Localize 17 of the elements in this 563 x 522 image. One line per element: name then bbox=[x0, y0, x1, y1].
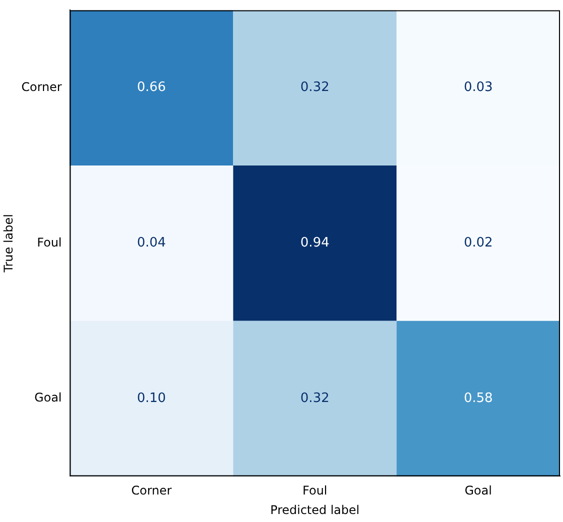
data-label: 0.94 bbox=[300, 236, 330, 251]
data-label: 0.66 bbox=[136, 80, 166, 96]
y-tick-label: Corner bbox=[21, 80, 62, 94]
y-tick-label: Foul bbox=[37, 235, 62, 250]
data-label: 0.03 bbox=[464, 80, 493, 96]
x-tick-label: Foul bbox=[302, 484, 328, 498]
data-label: 0.10 bbox=[136, 390, 166, 406]
x-tick-label: Goal bbox=[464, 484, 492, 498]
data-label: 0.32 bbox=[300, 80, 330, 96]
data-label: 0.58 bbox=[464, 390, 493, 406]
x-axis-title: Predicted label bbox=[270, 502, 360, 517]
y-axis-title: True label bbox=[1, 214, 16, 274]
x-tick-label: Corner bbox=[131, 484, 172, 498]
data-label: 0.02 bbox=[464, 236, 493, 251]
y-tick-label: Goal bbox=[34, 390, 62, 405]
data-label: 0.04 bbox=[136, 236, 166, 251]
data-label: 0.32 bbox=[300, 390, 330, 406]
